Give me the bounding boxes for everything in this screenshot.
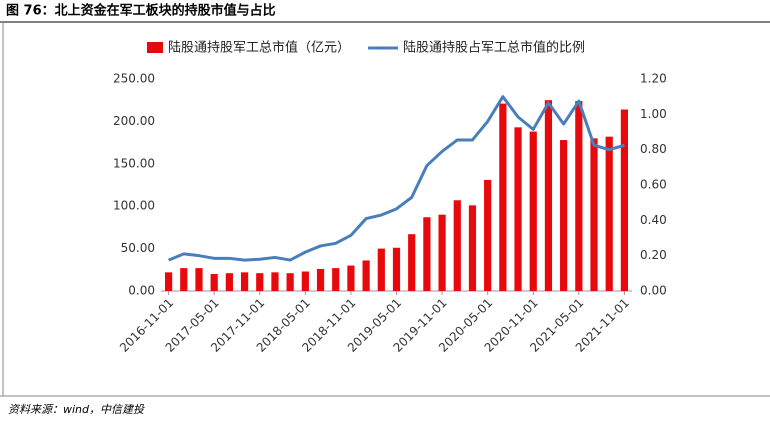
legend-label: 陆股通持股军工总市值（亿元）: [168, 40, 350, 56]
y-tick-label: 250.00: [113, 72, 155, 86]
y-tick-label: 100.00: [113, 199, 155, 213]
bar: [256, 273, 264, 291]
y-tick-label: 0.00: [128, 284, 155, 298]
legend-label: 陆股通持股占军工总市值的比例: [403, 40, 585, 56]
bar: [271, 272, 279, 291]
y2-tick-label: 0.20: [640, 248, 667, 262]
bar: [377, 248, 385, 291]
bar: [423, 217, 431, 291]
y2-tick-label: 0.60: [640, 178, 667, 192]
bar: [332, 268, 340, 291]
line: [168, 95, 625, 262]
bar: [408, 234, 416, 291]
bar: [195, 268, 203, 291]
bar: [225, 273, 233, 291]
y2-tick-label: 1.00: [640, 107, 667, 121]
bar: [316, 268, 325, 291]
bar: [605, 136, 613, 291]
bar: [514, 127, 522, 291]
bar: [453, 200, 461, 291]
bar: [484, 179, 492, 291]
bar: [362, 260, 370, 291]
bar: [392, 247, 401, 291]
y-tick-label: 150.00: [113, 156, 155, 170]
bar: [620, 109, 629, 291]
bar: [180, 268, 188, 291]
y2-tick-label: 0.00: [640, 284, 667, 298]
y2-tick-label: 0.80: [640, 142, 667, 156]
bar: [301, 271, 309, 291]
bar: [468, 205, 477, 291]
bar: [210, 274, 218, 291]
bar: [544, 100, 553, 291]
bar: [560, 140, 568, 291]
page-title: 图 76：北上资金在军工板块的持股市值与占比: [6, 3, 276, 19]
bar: [240, 272, 249, 291]
y2-tick-label: 1.20: [640, 72, 667, 86]
bar: [347, 265, 355, 291]
y2-tick-label: 0.40: [640, 213, 667, 227]
bar: [164, 272, 173, 291]
bar: [286, 273, 294, 291]
y-tick-label: 50.00: [121, 241, 155, 255]
legend-swatch: [147, 42, 163, 53]
bar: [529, 131, 537, 291]
bar: [499, 103, 507, 291]
source: 资料来源：wind，中信建投: [8, 403, 145, 416]
bar: [590, 138, 598, 291]
bar: [438, 214, 446, 291]
y-tick-label: 200.00: [113, 114, 155, 128]
bar: [575, 101, 583, 291]
